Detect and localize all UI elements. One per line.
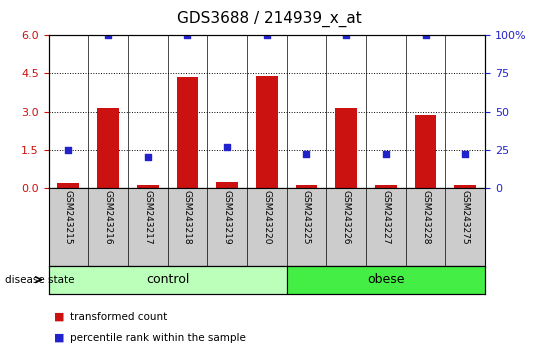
- Text: disease state: disease state: [5, 275, 75, 285]
- Bar: [295, 185, 317, 188]
- Text: GSM243218: GSM243218: [183, 190, 192, 245]
- Point: [223, 144, 231, 149]
- Bar: [414, 115, 437, 188]
- Bar: [97, 108, 119, 188]
- Point: [421, 33, 430, 38]
- Text: GSM243225: GSM243225: [302, 190, 311, 245]
- Bar: [335, 108, 357, 188]
- Text: GSM243228: GSM243228: [421, 190, 430, 245]
- Text: GSM243227: GSM243227: [382, 190, 390, 245]
- Text: GSM243275: GSM243275: [461, 190, 470, 245]
- Point: [183, 33, 192, 38]
- Text: obese: obese: [367, 273, 405, 286]
- Bar: [375, 185, 397, 188]
- Point: [461, 151, 469, 157]
- Point: [302, 151, 311, 157]
- Text: ■: ■: [54, 312, 64, 322]
- Text: GSM243226: GSM243226: [342, 190, 351, 245]
- Text: percentile rank within the sample: percentile rank within the sample: [70, 333, 246, 343]
- Bar: [49, 266, 287, 294]
- Point: [382, 151, 390, 157]
- Bar: [287, 266, 485, 294]
- Bar: [137, 185, 158, 188]
- Point: [143, 154, 152, 160]
- Bar: [176, 77, 198, 188]
- Text: GSM243219: GSM243219: [223, 190, 232, 245]
- Point: [64, 147, 73, 152]
- Point: [103, 33, 112, 38]
- Text: GSM243220: GSM243220: [262, 190, 271, 245]
- Text: GSM243217: GSM243217: [143, 190, 152, 245]
- Text: GSM243215: GSM243215: [64, 190, 73, 245]
- Bar: [454, 185, 476, 188]
- Text: control: control: [146, 273, 189, 286]
- Bar: [58, 183, 79, 188]
- Point: [262, 33, 271, 38]
- Text: GDS3688 / 214939_x_at: GDS3688 / 214939_x_at: [177, 11, 362, 27]
- Bar: [256, 76, 278, 188]
- Text: ■: ■: [54, 333, 64, 343]
- Point: [342, 33, 350, 38]
- Bar: [216, 182, 238, 188]
- Text: transformed count: transformed count: [70, 312, 167, 322]
- Text: GSM243216: GSM243216: [103, 190, 113, 245]
